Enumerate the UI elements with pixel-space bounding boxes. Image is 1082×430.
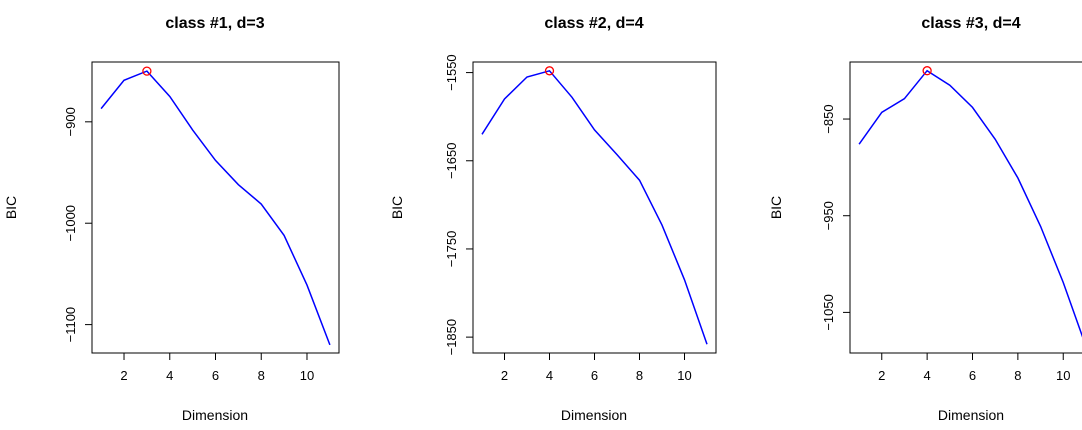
bic-series-line (100, 70, 331, 346)
x-tick-label: 2 (120, 368, 127, 383)
x-tick-label: 4 (924, 368, 931, 383)
plot-frame (849, 61, 1082, 354)
y-tick-label: −950 (821, 201, 836, 230)
y-tick-label: −1650 (444, 143, 459, 180)
y-tick-label: −1000 (63, 205, 78, 242)
plot-frame (91, 61, 340, 354)
x-axis: 2 4 6 8 10 (501, 353, 692, 383)
bic-series-line (481, 69, 708, 345)
x-tick-label: 6 (212, 368, 219, 383)
chart-panel-3: class #3, d=4 2 4 6 8 10 −850 −950 −1050 Dimensio… (768, 15, 1082, 423)
y-axis-label: BIC (389, 196, 405, 219)
x-tick-label: 4 (546, 368, 553, 383)
x-tick-label: 10 (677, 368, 691, 383)
y-axis: −1550 −1650 −1750 −1850 (444, 54, 473, 355)
y-tick-label: −900 (63, 107, 78, 136)
x-tick-label: 10 (1056, 368, 1070, 383)
x-axis-label: Dimension (182, 407, 248, 423)
x-tick-label: 2 (501, 368, 508, 383)
plot-area (858, 66, 1082, 338)
x-tick-label: 8 (1014, 368, 1021, 383)
chart-title: class #1, d=3 (165, 15, 264, 32)
x-tick-label: 6 (591, 368, 598, 383)
y-axis-label: BIC (768, 196, 784, 219)
y-tick-label: −1050 (821, 294, 836, 331)
x-axis-label: Dimension (938, 407, 1004, 423)
x-tick-label: 6 (969, 368, 976, 383)
y-tick-label: −1850 (444, 319, 459, 356)
x-tick-label: 10 (300, 368, 314, 383)
plot-frame (472, 61, 717, 354)
x-axis: 2 4 6 8 10 (878, 353, 1070, 383)
x-tick-label: 4 (166, 368, 173, 383)
x-tick-label: 8 (258, 368, 265, 383)
chart-panel-2: class #2, d=4 2 4 6 8 10 −1550 −1650 −1750 −1850 D… (389, 15, 717, 423)
x-axis: 2 4 6 8 10 (120, 353, 314, 383)
bic-series-line (858, 69, 1082, 338)
selected-point-marker (142, 66, 152, 76)
chart-panel-1: class #1, d=3 2 4 6 8 10 −900 −1000 −1100 Dimensi… (3, 15, 340, 423)
chart-title: class #3, d=4 (921, 15, 1020, 32)
y-tick-label: −1100 (63, 307, 78, 343)
x-axis-label: Dimension (561, 407, 627, 423)
y-axis-label: BIC (3, 196, 19, 219)
y-axis: −850 −950 −1050 (821, 104, 850, 331)
x-tick-label: 2 (878, 368, 885, 383)
y-tick-label: −1750 (444, 231, 459, 268)
y-axis: −900 −1000 −1100 (63, 107, 92, 342)
selected-point-marker (922, 66, 932, 76)
y-tick-label: −850 (821, 104, 836, 133)
chart-title: class #2, d=4 (544, 15, 643, 32)
selected-point-marker (544, 66, 555, 76)
plot-area (100, 66, 331, 346)
plot-area (481, 66, 708, 345)
y-tick-label: −1550 (444, 54, 459, 91)
x-tick-label: 8 (636, 368, 643, 383)
